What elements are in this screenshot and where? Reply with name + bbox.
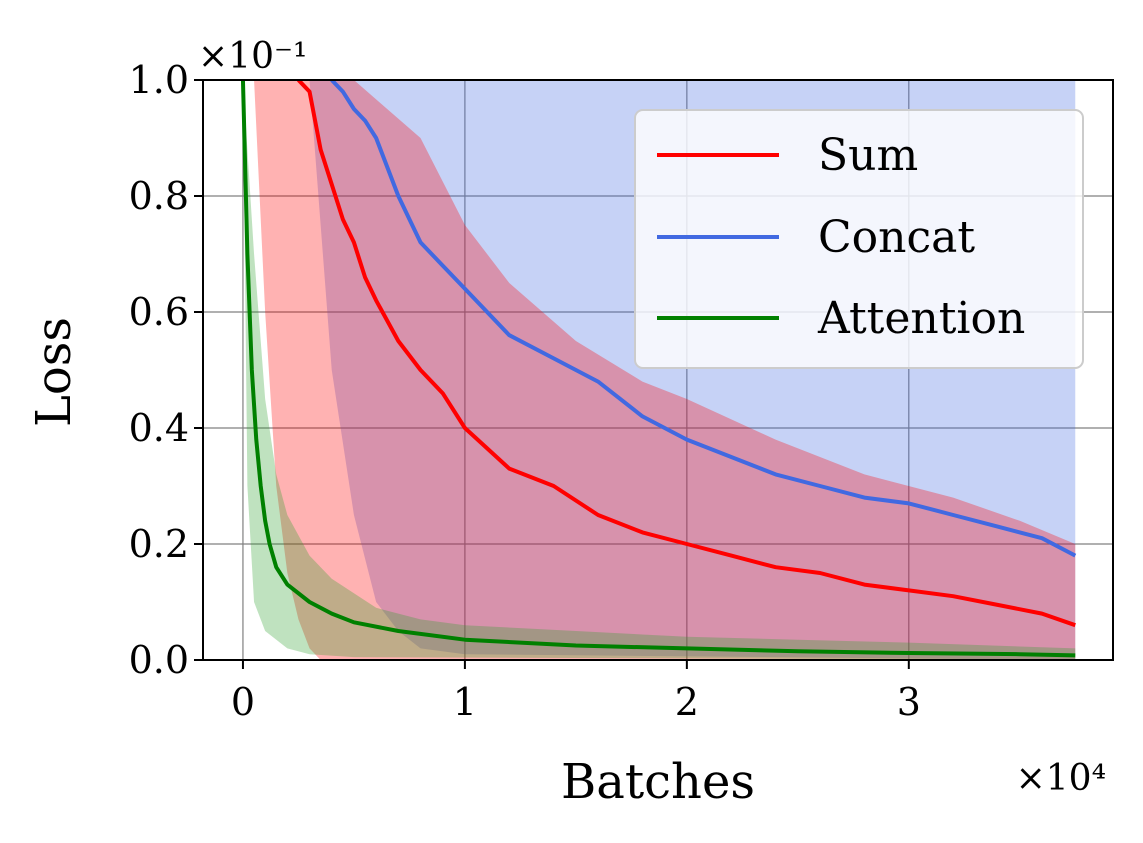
legend-label-sum: Sum [818, 130, 918, 181]
attention-band [242, 80, 1076, 660]
y-multiplier-label: ×10⁻¹ [198, 36, 307, 77]
y-axis-ticks: 0.0 0.2 0.4 0.6 0.8 1.0 [129, 58, 203, 682]
y-axis-title: Loss [26, 317, 82, 427]
x-tick-label: 2 [675, 680, 699, 724]
legend-label-attention: Attention [817, 293, 1025, 344]
x-axis-ticks: 0 1 2 3 [231, 660, 921, 724]
x-tick-label: 1 [453, 680, 477, 724]
y-tick-label: 0.0 [129, 638, 189, 682]
legend-label-concat: Concat [818, 212, 975, 263]
y-tick-label: 0.8 [129, 174, 189, 218]
x-tick-label: 3 [897, 680, 921, 724]
y-tick-label: 0.4 [129, 406, 189, 450]
x-multiplier-label: ×10⁴ [1016, 758, 1106, 799]
y-tick-label: 1.0 [129, 58, 189, 102]
y-tick-label: 0.6 [129, 290, 189, 334]
y-tick-label: 0.2 [129, 522, 189, 566]
sum-band [254, 80, 1076, 660]
legend-box [634, 109, 1084, 369]
series-lines [240, 80, 1077, 658]
plot-frame [202, 79, 1114, 661]
x-axis-title: Batches [561, 754, 755, 810]
concat-line [330, 80, 1077, 558]
attention-line [240, 80, 1076, 658]
sum-line [296, 80, 1076, 628]
x-tick-label: 0 [231, 680, 255, 724]
legend: Sum Concat Attention [634, 109, 1084, 369]
